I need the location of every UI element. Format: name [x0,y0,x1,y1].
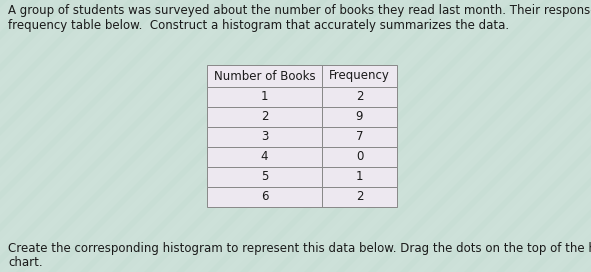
Bar [322,127,397,147]
Polygon shape [400,0,591,272]
Bar [207,87,322,107]
Text: Create the corresponding histogram to represent this data below. Drag the dots o: Create the corresponding histogram to re… [8,242,591,255]
Bar [322,65,397,87]
Polygon shape [240,0,520,272]
Polygon shape [0,0,216,272]
Text: 2: 2 [261,110,268,123]
Polygon shape [336,0,591,272]
Polygon shape [448,0,591,272]
Polygon shape [0,0,56,272]
Bar [322,167,397,187]
Polygon shape [256,0,536,272]
Bar [207,107,322,127]
Polygon shape [0,0,280,272]
Polygon shape [48,0,328,272]
Polygon shape [560,0,591,272]
Polygon shape [384,0,591,272]
Polygon shape [0,0,136,272]
Text: 4: 4 [261,150,268,163]
Polygon shape [0,0,40,272]
Polygon shape [0,0,72,272]
Polygon shape [544,0,591,272]
Polygon shape [528,0,591,272]
Polygon shape [32,0,312,272]
Polygon shape [176,0,456,272]
Polygon shape [192,0,472,272]
Polygon shape [0,0,232,272]
Polygon shape [416,0,591,272]
Polygon shape [64,0,344,272]
Bar [322,147,397,167]
Bar [207,167,322,187]
Polygon shape [0,0,8,272]
Polygon shape [288,0,568,272]
Polygon shape [112,0,392,272]
Text: 7: 7 [356,131,363,144]
Bar [207,187,322,207]
Text: 9: 9 [356,110,363,123]
Polygon shape [224,0,504,272]
Polygon shape [80,0,360,272]
Polygon shape [0,0,152,272]
Polygon shape [208,0,488,272]
Bar [207,127,322,147]
Polygon shape [0,0,88,272]
Text: chart.: chart. [8,256,43,269]
Bar [322,87,397,107]
Polygon shape [320,0,591,272]
Text: 2: 2 [356,91,363,104]
Polygon shape [0,0,168,272]
Polygon shape [480,0,591,272]
Polygon shape [496,0,591,272]
Text: Number of Books: Number of Books [214,70,316,82]
Polygon shape [0,0,184,272]
Polygon shape [464,0,591,272]
Polygon shape [0,0,264,272]
Polygon shape [0,0,24,272]
Text: 1: 1 [261,91,268,104]
Bar [207,65,322,87]
Polygon shape [368,0,591,272]
Polygon shape [128,0,408,272]
Polygon shape [432,0,591,272]
Polygon shape [0,0,248,272]
Polygon shape [16,0,296,272]
Text: 3: 3 [261,131,268,144]
Bar [322,187,397,207]
Text: 0: 0 [356,150,363,163]
Text: 5: 5 [261,171,268,184]
Text: 6: 6 [261,190,268,203]
Polygon shape [272,0,552,272]
Text: Frequency: Frequency [329,70,390,82]
Bar [322,107,397,127]
Polygon shape [96,0,376,272]
Polygon shape [144,0,424,272]
Bar [207,147,322,167]
Polygon shape [0,0,200,272]
Polygon shape [576,0,591,272]
Polygon shape [160,0,440,272]
Text: frequency table below.  Construct a histogram that accurately summarizes the dat: frequency table below. Construct a histo… [8,19,509,32]
Polygon shape [304,0,584,272]
Polygon shape [512,0,591,272]
Polygon shape [352,0,591,272]
Polygon shape [0,0,120,272]
Text: A group of students was surveyed about the number of books they read last month.: A group of students was surveyed about t… [8,4,591,17]
Text: 2: 2 [356,190,363,203]
Text: 1: 1 [356,171,363,184]
Polygon shape [0,0,104,272]
